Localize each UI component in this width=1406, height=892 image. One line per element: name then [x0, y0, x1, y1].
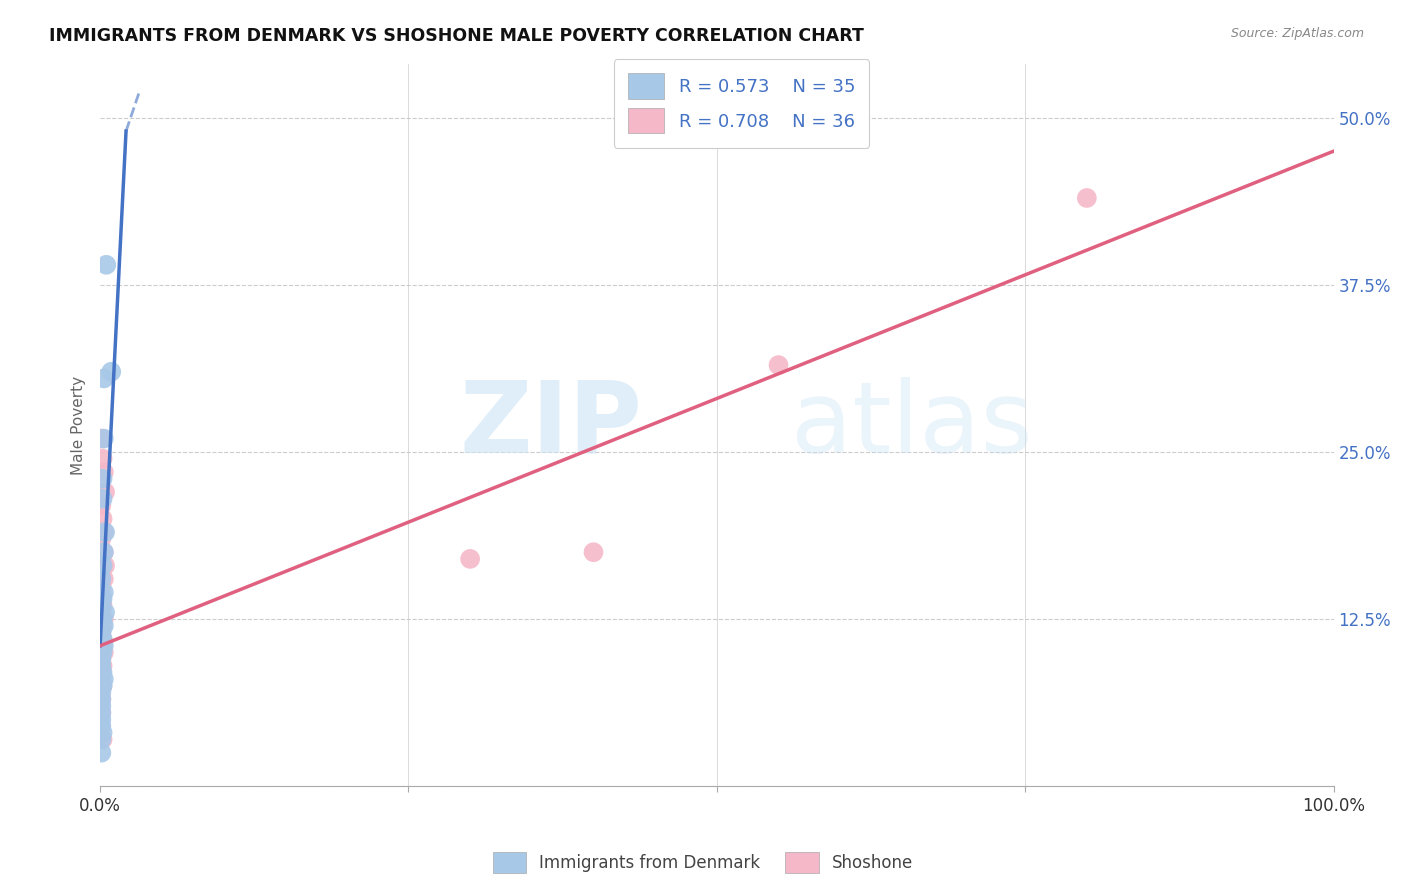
Point: [93, 612, 115, 626]
Point: [90, 692, 112, 706]
Point: [90, 652, 112, 666]
Point: [90, 706, 112, 720]
Point: [94, 606, 117, 620]
Point: [93, 465, 115, 479]
Point: [94, 485, 117, 500]
Point: [91, 732, 114, 747]
Point: [90, 719, 112, 733]
Point: [93, 672, 115, 686]
Point: [91, 592, 114, 607]
Point: [90, 658, 112, 673]
Y-axis label: Male Poverty: Male Poverty: [72, 376, 86, 475]
Text: Source: ZipAtlas.com: Source: ZipAtlas.com: [1230, 27, 1364, 40]
Point: [91, 558, 114, 573]
Point: [90, 499, 112, 513]
Point: [90, 706, 112, 720]
Point: [93, 371, 115, 385]
Point: [93, 572, 115, 586]
Point: [458, 552, 481, 566]
Point: [91, 491, 114, 506]
Point: [90, 579, 112, 593]
Point: [90, 625, 112, 640]
Point: [91, 632, 114, 646]
Point: [90, 599, 112, 613]
Point: [100, 365, 122, 379]
Point: [90, 672, 112, 686]
Point: [91, 679, 114, 693]
Point: [90, 625, 112, 640]
Point: [93, 618, 115, 632]
Point: [91, 679, 114, 693]
Point: [93, 432, 115, 446]
Point: [91, 658, 114, 673]
Point: [90, 585, 112, 599]
Point: [91, 451, 114, 466]
Point: [90, 665, 112, 680]
Point: [93, 639, 115, 653]
Point: [90, 606, 112, 620]
Point: [90, 532, 112, 546]
Point: [91, 472, 114, 486]
Point: [1076, 191, 1098, 205]
Point: [93, 545, 115, 559]
Point: [91, 599, 114, 613]
Text: IMMIGRANTS FROM DENMARK VS SHOSHONE MALE POVERTY CORRELATION CHART: IMMIGRANTS FROM DENMARK VS SHOSHONE MALE…: [49, 27, 865, 45]
Point: [91, 725, 114, 739]
Text: ZIP: ZIP: [460, 376, 643, 474]
Point: [91, 632, 114, 646]
Point: [90, 746, 112, 760]
Point: [90, 625, 112, 640]
Point: [90, 432, 112, 446]
Point: [94, 525, 117, 540]
Point: [90, 692, 112, 706]
Point: [91, 512, 114, 526]
Point: [96, 258, 118, 272]
Point: [90, 592, 112, 607]
Point: [90, 712, 112, 726]
Point: [91, 558, 114, 573]
Point: [768, 358, 790, 372]
Legend: R = 0.573    N = 35, R = 0.708    N = 36: R = 0.573 N = 35, R = 0.708 N = 36: [613, 59, 869, 148]
Point: [90, 572, 112, 586]
Point: [91, 665, 114, 680]
Point: [93, 585, 115, 599]
Point: [90, 698, 112, 713]
Point: [582, 545, 605, 559]
Point: [90, 685, 112, 699]
Text: atlas: atlas: [790, 376, 1032, 474]
Legend: Immigrants from Denmark, Shoshone: Immigrants from Denmark, Shoshone: [486, 846, 920, 880]
Point: [93, 525, 115, 540]
Point: [93, 645, 115, 659]
Point: [93, 545, 115, 559]
Point: [91, 639, 114, 653]
Point: [90, 652, 112, 666]
Point: [91, 645, 114, 659]
Point: [91, 618, 114, 632]
Point: [91, 545, 114, 559]
Point: [94, 558, 117, 573]
Point: [90, 732, 112, 747]
Point: [91, 612, 114, 626]
